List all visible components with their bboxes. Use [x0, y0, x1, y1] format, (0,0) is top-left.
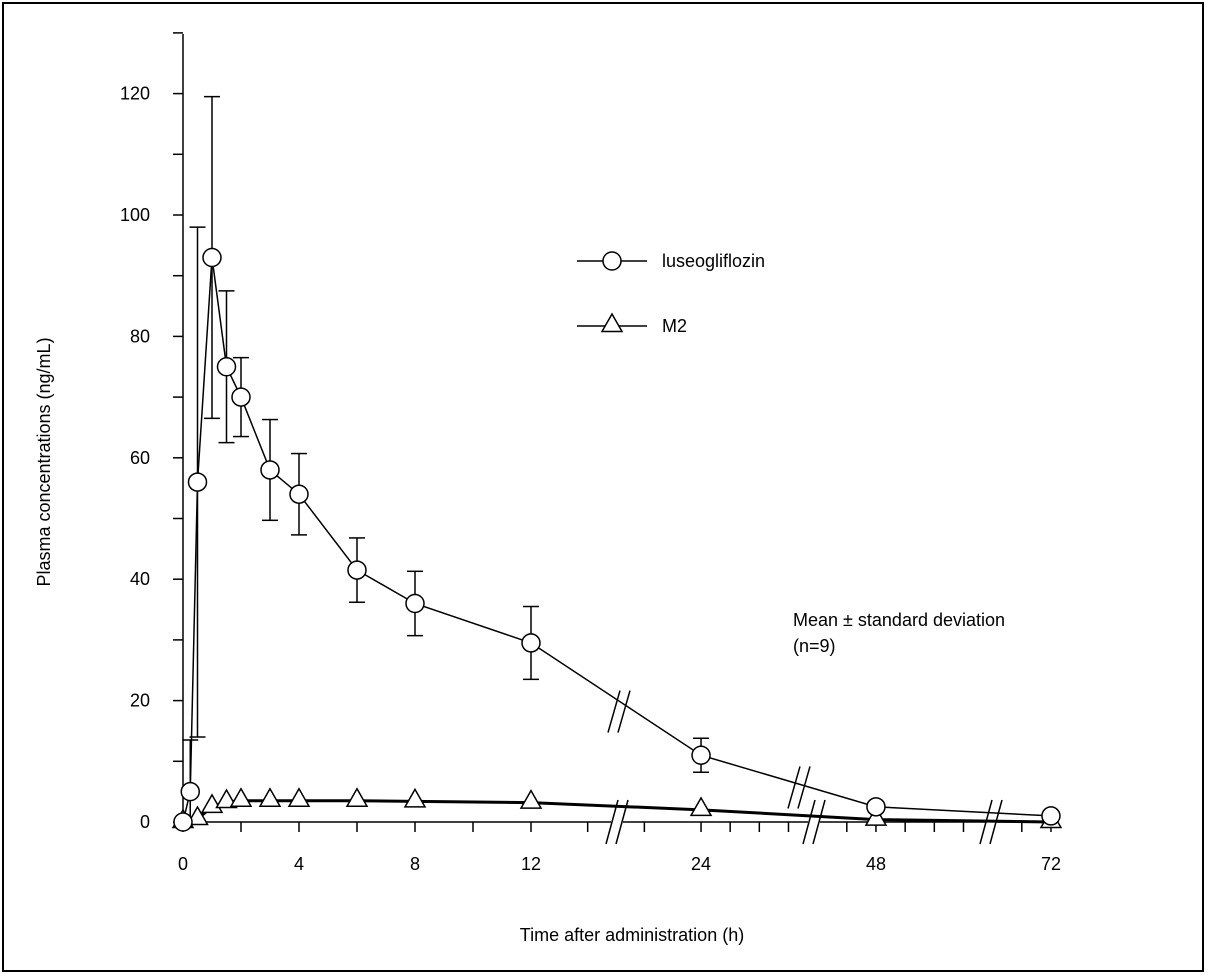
luseogliflozin-point	[866, 797, 886, 817]
y-tick-label: 120	[120, 84, 150, 104]
x-tick-label: 48	[866, 854, 886, 874]
legend-label-luseogliflozin: luseogliflozin	[662, 251, 765, 271]
legend-marker-circle	[602, 251, 622, 271]
line-break-mark	[797, 766, 811, 809]
y-tick-label: 60	[130, 448, 150, 468]
y-tick-label: 80	[130, 326, 150, 346]
luseogliflozin-point	[180, 781, 200, 802]
line-break-mark	[607, 690, 621, 733]
m2-point	[258, 787, 282, 808]
annotation-n: (n=9)	[793, 636, 836, 656]
luseogliflozin-line	[182, 257, 1051, 823]
luseogliflozin-point	[691, 745, 711, 765]
luseogliflozin-point	[521, 633, 541, 653]
m2-point	[229, 787, 253, 808]
m2-point	[287, 787, 311, 808]
luseogliflozin-point	[173, 812, 193, 832]
m2-point	[689, 796, 713, 817]
luseogliflozin-point	[216, 357, 237, 377]
luseogliflozin-point	[347, 560, 367, 580]
annotation-mean-sd: Mean ± standard deviation	[793, 610, 1005, 630]
luseogliflozin-point	[405, 593, 425, 614]
m2-point	[345, 787, 369, 808]
legend-marker-triangle	[600, 312, 624, 333]
x-axis-label: Time after administration (h)	[520, 925, 744, 945]
y-tick-label: 100	[120, 205, 150, 225]
luseogliflozin-point	[260, 460, 280, 480]
luseogliflozin-point	[202, 247, 222, 268]
axis-break-mark	[802, 799, 816, 845]
x-tick-label: 8	[410, 854, 420, 874]
line-break-mark	[787, 766, 801, 809]
y-tick-label: 40	[130, 569, 150, 589]
axis-break-mark	[812, 799, 826, 845]
luseogliflozin-point	[289, 484, 309, 504]
line-break-mark	[617, 690, 631, 733]
x-tick-label: 72	[1041, 854, 1061, 874]
y-tick-label: 0	[140, 812, 150, 832]
legend-label-m2: M2	[662, 316, 687, 336]
series-layer	[171, 95, 1063, 832]
m2-point	[519, 789, 543, 809]
y-axis-label: Plasma concentrations (ng/mL)	[34, 337, 54, 586]
m2-point	[215, 788, 238, 809]
luseogliflozin-point	[231, 387, 251, 407]
legend: luseogliflozin M2	[577, 251, 765, 336]
x-tick-label: 4	[294, 854, 304, 874]
x-tick-label: 24	[691, 854, 711, 874]
y-tick-label: 20	[130, 691, 150, 711]
m2-point	[403, 787, 427, 808]
x-tick-label: 0	[178, 854, 188, 874]
luseogliflozin-point	[187, 472, 208, 492]
x-tick-label: 12	[521, 854, 541, 874]
luseogliflozin-point	[1041, 806, 1061, 826]
